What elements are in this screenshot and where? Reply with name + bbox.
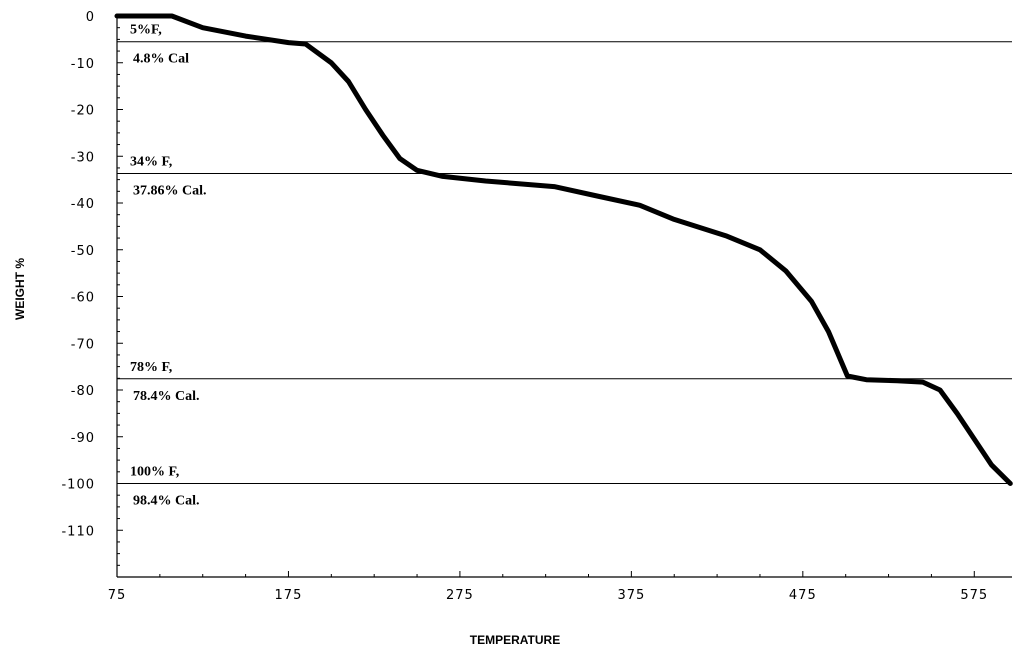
x-tick-label: 75 [108,588,127,603]
y-tick-label: -90 [71,431,95,446]
reference-label-calculated: 78.4% Cal. [133,389,200,404]
series [114,13,1013,486]
x-axis-title: TEMPERATURE [470,633,560,647]
axes [116,16,1012,578]
y-tick-label: -30 [71,150,95,165]
y-tick-label: -100 [61,478,95,493]
reference-label-calculated: 98.4% Cal. [133,494,200,509]
x-tick-label: 575 [960,588,988,603]
x-tick-label: 475 [789,588,817,603]
weight-loss-curve [114,13,1013,486]
y-tick-label: -70 [71,337,95,352]
reference-label-calculated: 4.8% Cal [133,52,189,67]
y-tick-label: -10 [71,57,95,72]
x-tick-label: 175 [275,588,303,603]
y-tick-label: -20 [71,104,95,119]
reference-label-found: 34% F, [130,155,172,170]
y-axis-title: WEIGHT % [13,258,27,320]
reference-label-found: 100% F, [130,465,179,480]
y-tick-label: -50 [71,244,95,259]
reference-lines: 5%F, 4.8% Cal 34% F, 37.86% Cal. 78% F, 78.4%… [117,23,1012,509]
reference-label-found: 5%F, [130,23,162,38]
y-tick-label: -110 [61,524,95,539]
x-tick-label: 275 [446,588,474,603]
y-tick-label: -40 [71,197,95,212]
y-tick-label: 0 [86,10,95,25]
x-tick-label: 375 [617,588,645,603]
reference-label-found: 78% F, [130,360,172,375]
ticks: 0 -10 -20 -30 -40 -50 -60 -70 -80 -90 -100 -110 75 17… [61,10,988,603]
y-tick-label: -60 [71,291,95,306]
reference-label-calculated: 37.86% Cal. [133,184,207,199]
y-tick-label: -80 [71,384,95,399]
